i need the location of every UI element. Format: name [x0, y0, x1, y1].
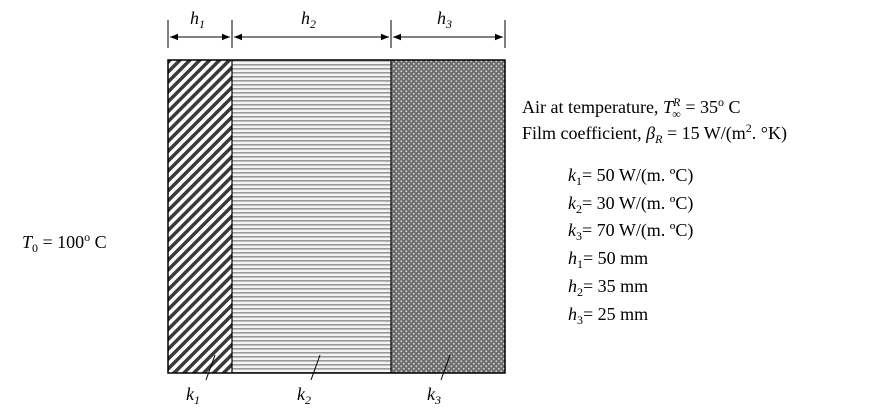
leader-line-k3 [440, 354, 451, 381]
wall-layer-2 [232, 60, 391, 373]
dimension-label-h1: h1 [190, 8, 205, 31]
wall-layer-3 [391, 60, 505, 373]
property-h3: h3= 25 mm [568, 304, 648, 327]
wall-outline [167, 59, 506, 374]
property-h2: h2= 35 mm [568, 276, 648, 299]
dimension-label-h3: h3 [437, 8, 452, 31]
leader-line-k2 [310, 354, 321, 381]
leader-line-k1 [205, 354, 216, 381]
layer-label-k1: k1 [186, 384, 200, 407]
film-coefficient-line: Film coefficient, βR = 15 W/(m2. °K) [522, 121, 787, 146]
left-boundary-temperature: T0 = 100o C [22, 230, 107, 255]
layer-label-k2: k2 [297, 384, 311, 407]
dimension-label-h2: h2 [301, 8, 316, 31]
wall-layer-1 [168, 60, 232, 373]
property-h1: h1= 50 mm [568, 248, 648, 271]
air-temperature-line: Air at temperature, TR ∞ = 35o C [522, 95, 741, 121]
layer-label-k3: k3 [427, 384, 441, 407]
property-k1: k1= 50 W/(m. ºC) [568, 165, 693, 188]
property-k3: k3= 70 W/(m. ºC) [568, 220, 693, 243]
property-k2: k2= 30 W/(m. ºC) [568, 193, 693, 216]
